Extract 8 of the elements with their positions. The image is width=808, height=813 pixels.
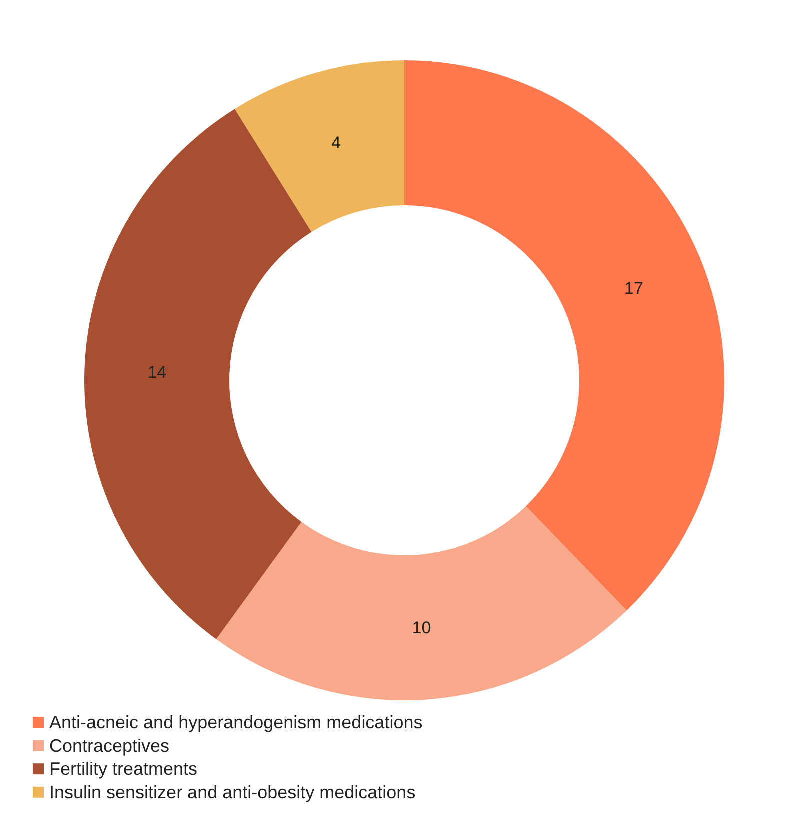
- legend-label: Anti-acneic and hyperandogenism medications: [50, 712, 423, 732]
- data-label: 10: [412, 618, 432, 638]
- legend-label: Insulin sensitizer and anti-obesity medications: [50, 782, 416, 802]
- legend-label: Contraceptives: [50, 736, 170, 756]
- data-label: 17: [624, 278, 644, 298]
- legend-label: Fertility treatments: [50, 759, 198, 780]
- data-label: 14: [148, 362, 167, 382]
- data-label: 4: [332, 134, 342, 153]
